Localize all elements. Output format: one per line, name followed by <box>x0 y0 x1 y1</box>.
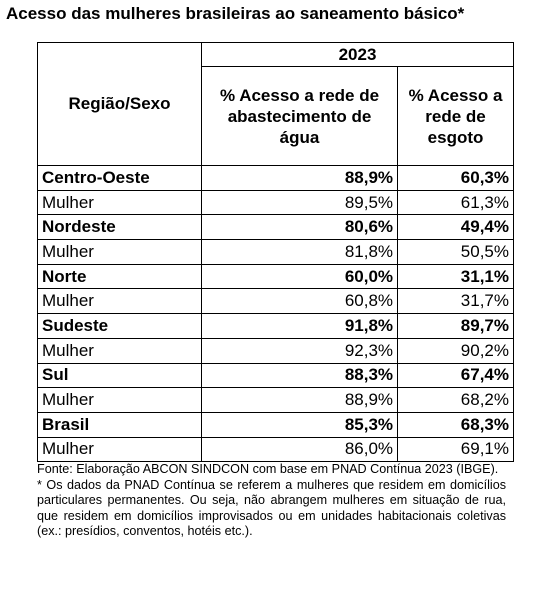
row-label: Norte <box>37 263 202 290</box>
table-row: Mulher 81,8% 50,5% <box>37 239 514 265</box>
table-header: Região/Sexo 2023 % Acesso a rede de abas… <box>37 42 514 166</box>
notes: Fonte: Elaboração ABCON SINDCON com base… <box>37 462 506 540</box>
value-cell: 92,3% <box>200 337 399 364</box>
value-cell: 80,6% <box>200 214 399 241</box>
value-cell: 68,2% <box>397 387 514 413</box>
row-label: Mulher <box>37 288 202 315</box>
table-row: Norte 60,0% 31,1% <box>37 263 514 290</box>
value-cell: 60,8% <box>200 288 399 315</box>
value-cell: 85,3% <box>200 411 399 438</box>
column-header: % Acesso a rede de esgoto <box>397 66 514 166</box>
source-note: Fonte: Elaboração ABCON SINDCON com base… <box>37 462 499 476</box>
table-row: Mulher 88,9% 68,2% <box>37 387 514 413</box>
row-label: Mulher <box>37 239 202 265</box>
value-cell: 67,4% <box>397 362 514 389</box>
row-label: Centro-Oeste <box>37 165 202 191</box>
value-cell: 60,0% <box>200 263 399 290</box>
row-label: Mulher <box>37 189 202 216</box>
row-label: Mulher <box>37 387 202 413</box>
value-cell: 69,1% <box>397 436 514 463</box>
row-label: Mulher <box>37 436 202 463</box>
value-cell: 89,5% <box>200 189 399 216</box>
value-cell: 61,3% <box>397 189 514 216</box>
footnote: * Os dados da PNAD Contínua se referem a… <box>37 477 506 539</box>
table-body: Centro-Oeste 88,9% 60,3% Mulher 89,5% 61,3% No… <box>37 165 514 463</box>
title: Acesso das mulheres brasileiras ao sanea… <box>6 4 465 23</box>
value-cell: 49,4% <box>397 214 514 241</box>
table-row: Mulher 92,3% 90,2% <box>37 337 514 364</box>
table-row: Centro-Oeste 88,9% 60,3% <box>37 165 514 191</box>
corner-header: Região/Sexo <box>37 42 202 166</box>
value-cell: 81,8% <box>200 239 399 265</box>
row-label: Mulher <box>37 337 202 364</box>
value-cell: 88,9% <box>200 387 399 413</box>
value-cell: 60,3% <box>397 165 514 191</box>
table-row: Mulher 89,5% 61,3% <box>37 189 514 216</box>
table-row: Sudeste 91,8% 89,7% <box>37 313 514 339</box>
table-row: Nordeste 80,6% 49,4% <box>37 214 514 241</box>
value-cell: 90,2% <box>397 337 514 364</box>
table-row: Mulher 60,8% 31,7% <box>37 288 514 315</box>
value-cell: 31,7% <box>397 288 514 315</box>
value-cell: 50,5% <box>397 239 514 265</box>
table-row: Mulher 86,0% 69,1% <box>37 436 514 463</box>
value-cell: 86,0% <box>200 436 399 463</box>
value-cell: 89,7% <box>397 313 514 339</box>
row-label: Brasil <box>37 411 202 438</box>
value-cell: 88,3% <box>200 362 399 389</box>
year-header: 2023 <box>201 42 514 67</box>
row-label: Nordeste <box>37 214 202 241</box>
table-row: Brasil 85,3% 68,3% <box>37 411 514 438</box>
data-table: Região/Sexo 2023 % Acesso a rede de abas… <box>37 42 514 463</box>
value-cell: 31,1% <box>397 263 514 290</box>
value-cell: 88,9% <box>200 165 399 191</box>
column-header: % Acesso a rede de abastecimento de água <box>200 66 399 166</box>
value-cell: 68,3% <box>397 411 514 438</box>
table-row: Sul 88,3% 67,4% <box>37 362 514 389</box>
row-label: Sudeste <box>37 313 202 339</box>
value-cell: 91,8% <box>200 313 399 339</box>
row-label: Sul <box>37 362 202 389</box>
